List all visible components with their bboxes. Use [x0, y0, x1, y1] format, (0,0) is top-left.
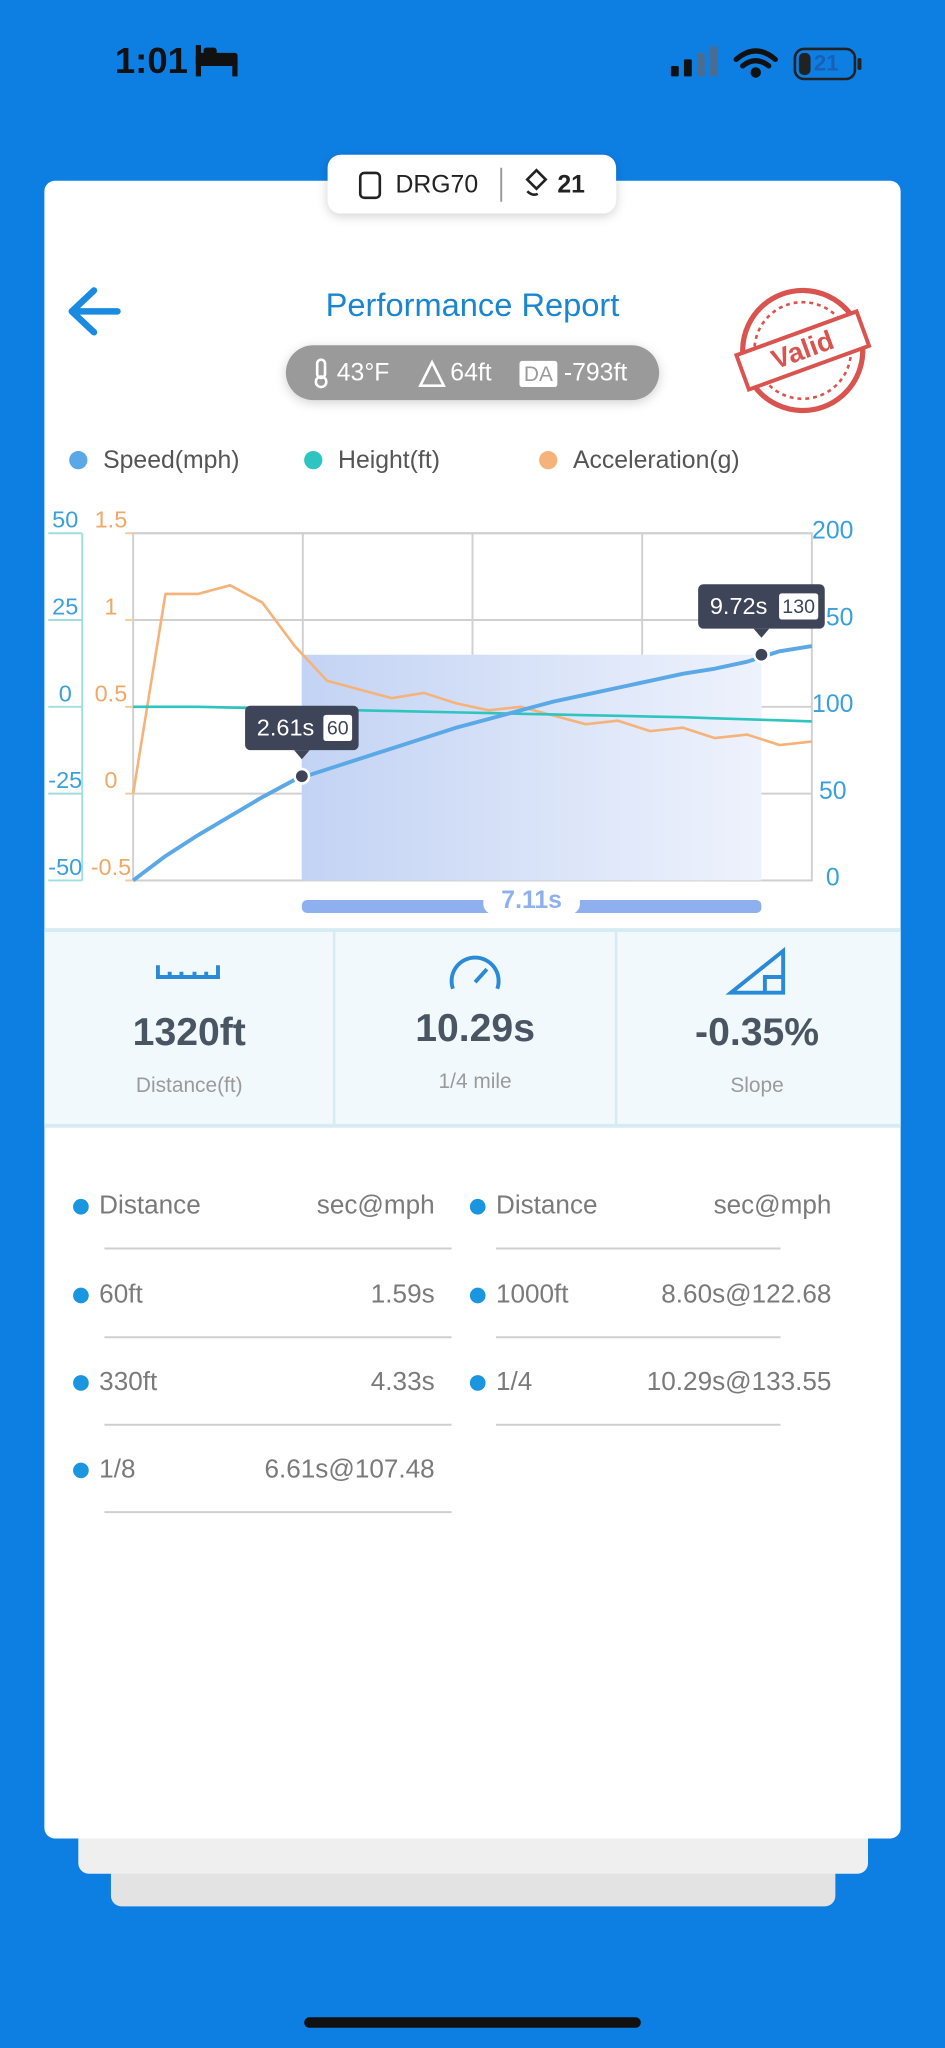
thermometer-icon: [314, 358, 328, 389]
sheet-middle: [78, 1828, 868, 1874]
tooltip-speed: 130: [782, 596, 815, 618]
satellite-icon: [525, 168, 548, 197]
legend-dot: [539, 450, 558, 470]
conditions-pill: [285, 345, 660, 401]
split-name: Distance: [99, 1190, 201, 1220]
split-dot: [469, 1287, 486, 1304]
stat-value: -0.35%: [695, 1011, 819, 1054]
battery-icon: 21: [793, 47, 862, 81]
marker: [293, 767, 311, 785]
interval-label: 7.11s: [501, 887, 562, 914]
y-tick-label: -25: [48, 767, 82, 793]
stats: 1320ft Distance(ft) 10.29s 1/4 mile -0.35% Sl…: [133, 1007, 819, 1097]
split-value: sec@mph: [317, 1190, 435, 1220]
battery-level: 21: [814, 51, 839, 76]
ruler-icon: [155, 965, 220, 979]
y2-tick-label: 0.5: [95, 680, 128, 706]
interval-area: [301, 654, 762, 881]
legend-dot: [304, 450, 323, 470]
tooltip-badge: [323, 714, 353, 742]
split-dot: [73, 1462, 89, 1479]
series-line: [131, 644, 813, 882]
stat-label: Slope: [730, 1074, 783, 1097]
split-name: 330ft: [99, 1366, 158, 1396]
split-value: sec@mph: [714, 1190, 832, 1220]
device-icon: [358, 171, 382, 200]
gauge-icon: [449, 955, 501, 990]
split-dot: [73, 1287, 89, 1304]
y-tick-label: 25: [52, 593, 78, 619]
split-dot: [469, 1198, 486, 1215]
da-badge: [519, 360, 558, 388]
slope-icon: [725, 946, 786, 995]
y3-tick-label: 200: [812, 517, 853, 544]
series-line: [131, 584, 813, 794]
stat-value: 10.29s: [415, 1007, 535, 1050]
legend-dot: [69, 450, 88, 470]
split-value: 4.33s: [371, 1366, 435, 1396]
density-altitude: -793ft: [564, 360, 627, 387]
chart: Speed(mph) Height(ft) Acceleration(g) 200 1 5…: [48, 447, 853, 915]
split-name: 1000ft: [496, 1278, 569, 1308]
stats-panel: [44, 930, 901, 1126]
tooltip-speed: 60: [327, 717, 349, 739]
y2-tick-label: -0.5: [91, 854, 131, 880]
split-dot: [469, 1375, 486, 1391]
satellite-count: 21: [557, 172, 585, 199]
valid-stamp: Valid: [733, 287, 872, 414]
back-button[interactable]: [68, 287, 121, 336]
device-pill-bg: [327, 154, 617, 214]
split-value: 8.60s@122.68: [661, 1278, 831, 1308]
split-name: 1/8: [99, 1453, 135, 1483]
legend-label: Acceleration(g): [573, 447, 740, 474]
y-tick-label: 50: [52, 507, 78, 533]
split-value: 1.59s: [371, 1278, 435, 1308]
split-dot: [73, 1375, 89, 1391]
splits-table: Distance sec@mph 60ft 1.59s 330ft 4.33s 1/8 6.6…: [73, 1190, 832, 1514]
signal-icon: [670, 46, 718, 77]
legend-label: Height(ft): [338, 447, 440, 474]
home-indicator: [304, 2017, 641, 2028]
stat-label: Distance(ft): [136, 1074, 243, 1097]
split-name: 60ft: [99, 1278, 143, 1308]
tooltip-pointer: [294, 750, 310, 760]
sleep-icon: [195, 45, 238, 77]
device-pill[interactable]: DRG70 21: [327, 154, 617, 214]
y3-tick-label: 50: [819, 778, 847, 805]
da-label: DA: [524, 363, 553, 386]
altitude: 64ft: [450, 360, 491, 387]
mountain-icon: [418, 359, 446, 388]
tooltip-badge: [779, 593, 819, 620]
split-dot: [73, 1198, 89, 1215]
stat-label: 1/4 mile: [439, 1070, 512, 1093]
y2-tick-label: 1.5: [95, 507, 128, 533]
temperature: 43°F: [337, 360, 390, 387]
y2-tick-label: 0: [104, 767, 117, 793]
y-tick-label: 0: [59, 680, 72, 706]
tooltip-time: 2.61s: [257, 714, 314, 740]
wifi-icon: [733, 48, 778, 78]
split-name: 1/4: [496, 1366, 532, 1396]
y3-tick-label: 0: [826, 865, 840, 892]
legend-label: Speed(mph): [103, 447, 239, 474]
status-time: 1:01: [115, 40, 188, 81]
tooltip-pointer: [753, 628, 770, 638]
marker: [752, 646, 770, 664]
page-title: Performance Report: [326, 286, 620, 323]
y2-tick-label: 1: [104, 593, 117, 619]
y-tick-label: -50: [48, 854, 82, 880]
y3-tick-label: 100: [812, 691, 853, 718]
split-name: Distance: [496, 1190, 598, 1220]
tooltip-time: 9.72s: [710, 593, 767, 619]
split-value: 6.61s@107.48: [265, 1453, 435, 1483]
device-name: DRG70: [395, 172, 478, 199]
stat-value: 1320ft: [133, 1011, 246, 1054]
split-value: 10.29s@133.55: [647, 1366, 832, 1396]
interval-label-bg: [483, 885, 580, 915]
